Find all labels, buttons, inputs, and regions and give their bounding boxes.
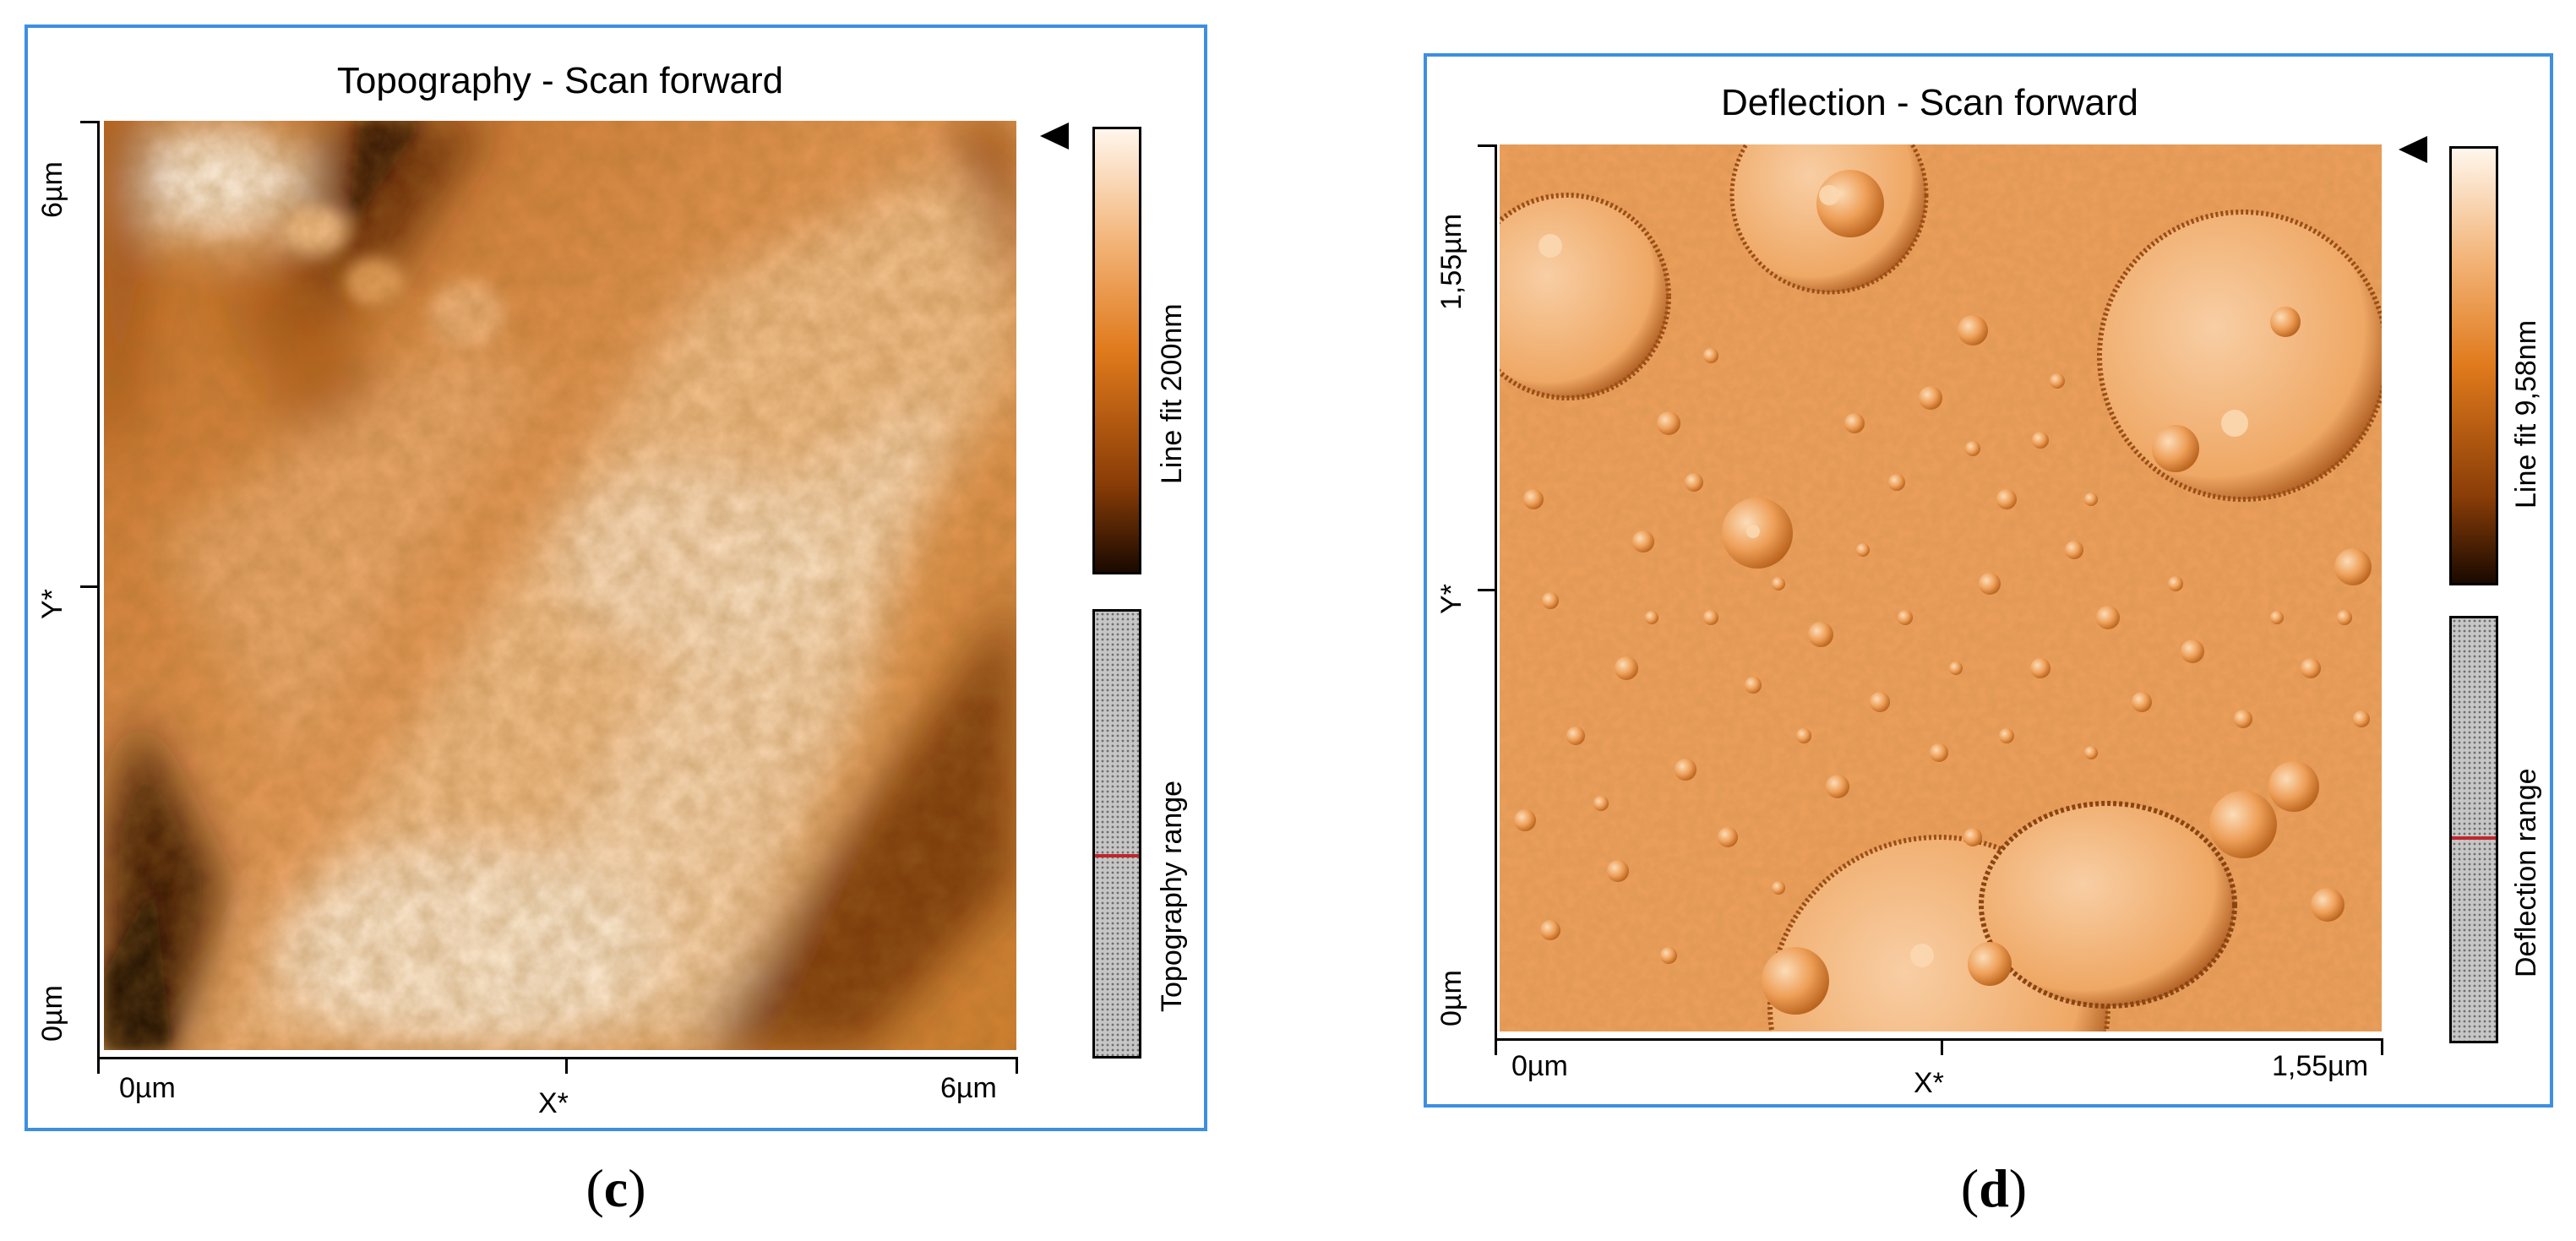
x-axis-tick (565, 1057, 568, 1074)
color-scale-label: Line fit 9,58nm (2510, 319, 2542, 509)
topography-image[interactable] (104, 121, 1016, 1050)
y-axis-line (1495, 144, 1497, 1040)
y-axis-label: Y* (36, 589, 68, 619)
caption-d: (d) (1961, 1157, 2027, 1220)
range-marker-arrow (1040, 122, 1069, 150)
panel-topography: Topography - Scan forward (25, 24, 1207, 1131)
color-scale-label: Line fit 200nm (1156, 303, 1188, 484)
caption-close-paren: ) (2008, 1158, 2028, 1218)
x-tick-label-right: 1,55µm (2272, 1050, 2369, 1082)
y-tick-label-bottom: 0µm (1435, 970, 1468, 1026)
caption-letter: d (1979, 1158, 2009, 1218)
x-axis-line (97, 1057, 1018, 1059)
range-marker-line (1095, 854, 1139, 857)
x-axis-tick (2381, 1038, 2383, 1055)
caption-c: (c) (585, 1157, 645, 1220)
y-tick-label-top: 1,55µm (1435, 213, 1468, 310)
deflection-image[interactable] (1500, 144, 2382, 1031)
x-axis-tick (1495, 1038, 1497, 1055)
y-tick-label-bottom: 0µm (36, 985, 68, 1042)
y-axis-tick (1478, 144, 1495, 147)
y-axis-line (97, 121, 100, 1059)
y-axis-label: Y* (1435, 584, 1468, 614)
caption-open-paren: ( (1960, 1158, 1980, 1218)
color-scale-bar (2449, 146, 2498, 585)
range-marker-line (2452, 836, 2496, 840)
y-axis-tick (80, 121, 97, 123)
x-tick-label-left: 0µm (1511, 1050, 1568, 1082)
range-label: Deflection range (2510, 768, 2542, 977)
range-label: Topography range (1156, 780, 1188, 1012)
caption-close-paren: ) (628, 1158, 646, 1218)
x-axis-label: X* (1914, 1067, 1944, 1099)
x-axis-label: X* (538, 1087, 569, 1119)
caption-letter: c (603, 1158, 629, 1218)
x-axis-tick (97, 1057, 100, 1074)
x-axis-line (1495, 1038, 2383, 1041)
range-bar[interactable] (1092, 609, 1141, 1059)
y-axis-tick (80, 585, 97, 588)
range-marker-arrow (2399, 136, 2427, 163)
panel-deflection: Deflection - Scan forward (1424, 53, 2553, 1108)
panel-title: Topography - Scan forward (336, 60, 784, 101)
y-tick-label-top: 6µm (36, 161, 68, 218)
caption-open-paren: ( (585, 1158, 604, 1218)
panel-title: Deflection - Scan forward (1721, 82, 2138, 123)
x-axis-tick (1016, 1057, 1018, 1074)
color-scale-bar (1092, 127, 1141, 574)
range-bar[interactable] (2449, 616, 2498, 1043)
x-axis-tick (1941, 1038, 1943, 1055)
y-axis-tick (1478, 589, 1495, 591)
x-tick-label-left: 0µm (119, 1072, 176, 1104)
x-tick-label-right: 6µm (940, 1072, 997, 1104)
